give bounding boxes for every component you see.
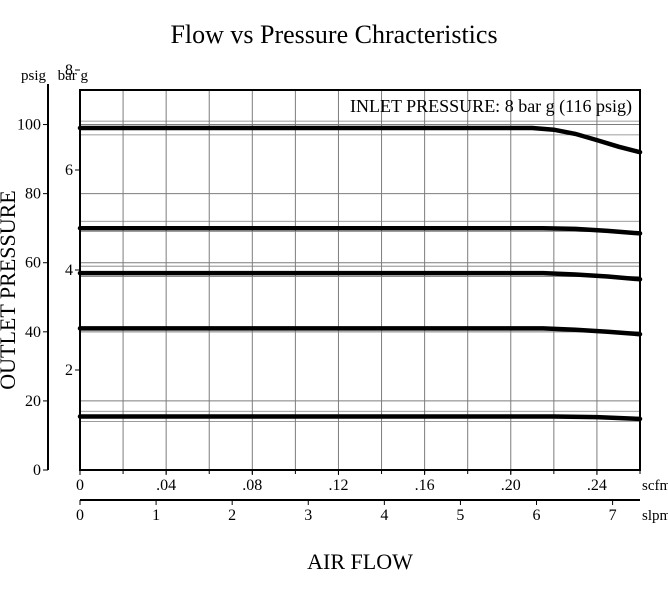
svg-text:20: 20	[25, 393, 41, 410]
svg-text:6: 6	[533, 507, 541, 524]
svg-text:slpm: slpm	[642, 508, 668, 524]
svg-text:4: 4	[65, 262, 73, 279]
svg-text:80: 80	[25, 186, 41, 203]
svg-text:INLET PRESSURE: 8 bar g (116 p: INLET PRESSURE: 8 bar g (116 psig)	[350, 96, 632, 117]
svg-text:.12: .12	[328, 477, 348, 494]
svg-text:60: 60	[25, 255, 41, 272]
svg-text:0: 0	[76, 507, 84, 524]
svg-text:.08: .08	[242, 477, 262, 494]
svg-text:.24: .24	[587, 477, 607, 494]
svg-text:.20: .20	[501, 477, 521, 494]
svg-text:2: 2	[65, 362, 73, 379]
svg-text:1: 1	[152, 507, 160, 524]
svg-text:scfm: scfm	[642, 478, 668, 494]
svg-text:7: 7	[609, 507, 617, 524]
svg-text:psig: psig	[21, 68, 47, 84]
svg-text:bar g: bar g	[58, 68, 89, 84]
svg-text:2: 2	[228, 507, 236, 524]
svg-text:40: 40	[25, 324, 41, 341]
svg-text:0: 0	[76, 477, 84, 494]
chart-container: { "chart": { "type": "line", "title": "F…	[0, 0, 668, 597]
chart-svg: 020406080100psig2468bar g0.04.08.12.16.2…	[0, 0, 668, 597]
svg-text:3: 3	[304, 507, 312, 524]
svg-text:.16: .16	[415, 477, 435, 494]
svg-text:100: 100	[17, 117, 41, 134]
svg-text:4: 4	[380, 507, 388, 524]
svg-text:0: 0	[33, 462, 41, 479]
svg-text:.04: .04	[156, 477, 176, 494]
svg-text:6: 6	[65, 162, 73, 179]
svg-text:5: 5	[456, 507, 464, 524]
